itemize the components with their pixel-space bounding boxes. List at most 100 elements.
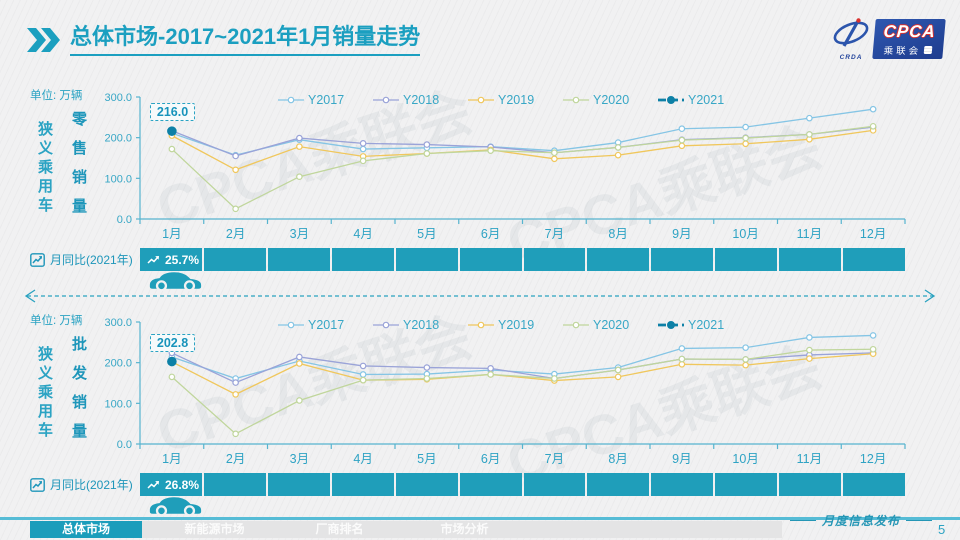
svg-text:Y2018: Y2018 xyxy=(403,93,439,107)
svg-text:Y2020: Y2020 xyxy=(593,318,629,332)
yoy-ribbon-cell xyxy=(203,473,266,496)
svg-text:100.0: 100.0 xyxy=(105,173,132,185)
logo-brand: CPCA xyxy=(882,21,937,41)
logo-seal-icon xyxy=(923,45,933,54)
yoy-ribbon-cell xyxy=(779,473,842,496)
unit-label: 单位: 万辆 xyxy=(30,315,83,327)
yoy-ribbon-cell xyxy=(651,248,714,271)
svg-text:9月: 9月 xyxy=(672,452,691,466)
yoy-ribbon-cell xyxy=(203,248,266,271)
svg-text:10月: 10月 xyxy=(732,452,758,466)
svg-text:4月: 4月 xyxy=(353,452,372,466)
nav-tab-analysis[interactable]: 市场分析 xyxy=(440,522,489,536)
yoy-ribbon-cell xyxy=(715,248,778,271)
yoy-ribbon-cell xyxy=(459,248,522,271)
metric-label: 批发销量 xyxy=(70,336,87,452)
yoy-ribbon-cell xyxy=(651,473,714,496)
yoy-label: 月同比(2021年) xyxy=(30,251,133,268)
svg-text:100.0: 100.0 xyxy=(105,398,132,410)
jan-value-callout: 216.0 xyxy=(149,103,196,122)
chart-section-wholesale: 单位: 万辆 狭义乘用车 批发销量 0.0 100.0 200.0 300.0 1月 2月… xyxy=(0,310,960,535)
svg-text:10月: 10月 xyxy=(732,227,758,241)
trend-icon xyxy=(30,252,45,267)
svg-text:Y2020: Y2020 xyxy=(593,93,629,107)
svg-text:3月: 3月 xyxy=(290,227,309,241)
yoy-ribbon-cell xyxy=(395,248,458,271)
wholesale-trend-chart: 0.0 100.0 200.0 300.0 1月 2月 3月 4月 5月 6月 7月 8月 9月 10月 1… xyxy=(105,317,906,466)
trend-icon xyxy=(30,477,45,492)
page-title: 总体市场-2017~2021年1月销量走势 xyxy=(70,24,421,56)
yoy-ribbon-cell xyxy=(331,248,394,271)
category-label: 狭义乘用车 xyxy=(36,346,53,441)
jan-value-callout: 202.8 xyxy=(149,333,196,352)
section-divider-arrow xyxy=(24,289,936,303)
svg-text:2月: 2月 xyxy=(226,452,245,466)
retail-trend-chart: 0.0 100.0 200.0 300.0 1月 2月 3月 4月 5月 6月 7月 8月 9月 10月 1… xyxy=(105,92,906,241)
svg-text:Y2019: Y2019 xyxy=(498,93,534,107)
svg-text:300.0: 300.0 xyxy=(105,317,132,329)
svg-text:4月: 4月 xyxy=(353,227,372,241)
nav-tab-overall[interactable]: 总体市场 xyxy=(30,521,142,538)
logo-emblem-icon: CRDA xyxy=(830,16,872,62)
svg-text:Y2021: Y2021 xyxy=(688,93,724,107)
up-arrow-icon xyxy=(147,481,159,489)
svg-text:200.0: 200.0 xyxy=(105,358,132,370)
nav-tab-nev[interactable]: 新能源市场 xyxy=(184,522,245,536)
chart-section-retail: 单位: 万辆 狭义乘用车 零售销量 0.0 100.0 200.0 300.0 1月 2月… xyxy=(0,85,960,310)
svg-text:8月: 8月 xyxy=(608,227,627,241)
svg-text:9月: 9月 xyxy=(672,227,691,241)
category-label: 狭义乘用车 xyxy=(36,121,53,216)
svg-text:Y2018: Y2018 xyxy=(403,318,439,332)
yoy-ribbon-cell xyxy=(267,473,330,496)
yoy-value: 25.7% xyxy=(165,252,200,267)
svg-text:6月: 6月 xyxy=(481,227,500,241)
footer-nav-inactive: 新能源市场 厂商排名 市场分析 xyxy=(142,521,782,538)
cpca-logo: CRDA CPCA 乘联会 xyxy=(830,15,950,63)
svg-text:3月: 3月 xyxy=(290,452,309,466)
svg-text:200.0: 200.0 xyxy=(105,133,132,145)
yoy-ribbon-cell xyxy=(587,248,650,271)
page-title-primary: 总体市场 xyxy=(70,24,159,49)
svg-text:2月: 2月 xyxy=(226,227,245,241)
page-number: 5 xyxy=(938,522,946,537)
svg-text:7月: 7月 xyxy=(545,452,564,466)
yoy-ribbon: 26.8% xyxy=(140,473,906,496)
yoy-ribbon-cell: 25.7% xyxy=(140,248,202,271)
unit-label: 单位: 万辆 xyxy=(30,90,83,102)
yoy-ribbon-cell xyxy=(715,473,778,496)
nav-tab-ranking[interactable]: 厂商排名 xyxy=(315,522,364,536)
svg-text:5月: 5月 xyxy=(417,227,436,241)
logo-emblem-caption: CRDA xyxy=(839,54,863,61)
svg-text:6月: 6月 xyxy=(481,452,500,466)
svg-text:300.0: 300.0 xyxy=(105,92,132,104)
header-chevrons-icon xyxy=(27,27,65,58)
svg-text:7月: 7月 xyxy=(545,227,564,241)
yoy-ribbon-cell xyxy=(843,473,906,496)
svg-text:11月: 11月 xyxy=(797,227,822,241)
yoy-value: 26.8% xyxy=(165,477,200,492)
yoy-ribbon: 25.7% xyxy=(140,248,906,271)
svg-text:8月: 8月 xyxy=(608,452,627,466)
yoy-label: 月同比(2021年) xyxy=(30,476,133,493)
svg-text:0.0: 0.0 xyxy=(117,439,132,451)
up-arrow-icon xyxy=(147,256,159,264)
car-icon xyxy=(146,494,204,521)
svg-text:Y2017: Y2017 xyxy=(308,93,344,107)
logo-brand-sub: 乘联会 xyxy=(883,45,922,57)
svg-text:12月: 12月 xyxy=(860,452,886,466)
car-icon xyxy=(146,269,204,296)
footer-divider xyxy=(0,517,960,520)
logo-brand-box: CPCA 乘联会 xyxy=(872,19,946,59)
footer-nav: 总体市场 新能源市场 厂商排名 市场分析 xyxy=(30,521,782,538)
svg-text:Y2019: Y2019 xyxy=(498,318,534,332)
svg-text:11月: 11月 xyxy=(797,452,822,466)
yoy-ribbon-cell xyxy=(395,473,458,496)
yoy-ribbon-cell xyxy=(267,248,330,271)
yoy-ribbon-cell: 26.8% xyxy=(140,473,202,496)
svg-text:12月: 12月 xyxy=(860,227,886,241)
yoy-ribbon-cell xyxy=(523,473,586,496)
yoy-ribbon-cell xyxy=(459,473,522,496)
svg-text:Y2017: Y2017 xyxy=(308,318,344,332)
yoy-ribbon-cell xyxy=(779,248,842,271)
